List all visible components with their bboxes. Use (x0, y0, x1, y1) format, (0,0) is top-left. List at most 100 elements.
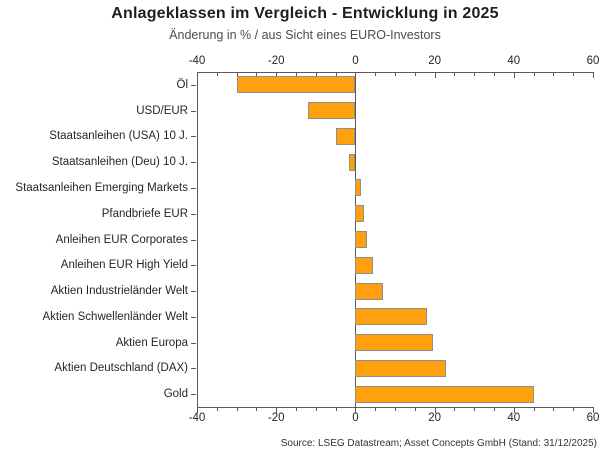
category-label: Aktien Schwellenländer Welt (42, 310, 188, 323)
x-tick (335, 408, 337, 411)
x-tick (296, 408, 297, 411)
y-tick (191, 136, 196, 138)
bar (335, 127, 356, 145)
category-label: Staatsanleihen (Deu) 10 J. (51, 156, 188, 169)
x-tick-label: 60 (586, 412, 600, 424)
x-tick (513, 73, 515, 78)
x-tick (414, 73, 416, 76)
x-tick-label: 40 (507, 55, 521, 67)
bar (236, 76, 356, 94)
x-tick-label: -40 (188, 55, 206, 67)
x-axis-bottom (197, 407, 594, 408)
x-tick (197, 73, 198, 78)
bar (355, 256, 374, 274)
bar (355, 334, 433, 352)
x-tick (573, 408, 575, 411)
y-tick (191, 84, 196, 86)
x-tick (315, 408, 317, 411)
category-label: Staatsanleihen Emerging Markets (15, 181, 188, 194)
x-tick (553, 73, 555, 76)
x-tick (414, 408, 416, 411)
x-tick (553, 408, 555, 411)
x-tick (474, 73, 476, 76)
bar (355, 282, 384, 300)
x-tick (355, 408, 357, 413)
y-tick (191, 394, 196, 396)
x-tick (236, 73, 238, 76)
x-tick (593, 408, 594, 413)
y-tick (191, 265, 196, 267)
x-tick-label: 40 (507, 412, 521, 424)
category-label: USD/EUR (136, 104, 188, 117)
x-tick (375, 73, 377, 76)
y-tick (191, 342, 196, 344)
x-tick (494, 73, 495, 76)
x-tick (335, 73, 337, 76)
bar (355, 359, 447, 377)
x-tick-label: 20 (428, 55, 441, 67)
source-note: Source: LSEG Datastream; Asset Concepts … (280, 438, 597, 449)
y-axis (197, 72, 198, 408)
bar (355, 308, 427, 326)
x-tick-label: 0 (352, 55, 359, 67)
x-tick (454, 73, 456, 76)
x-tick-label: 60 (586, 55, 600, 67)
category-label: Aktien Deutschland (DAX) (54, 362, 188, 375)
x-tick-label: -20 (267, 55, 285, 67)
x-tick (197, 408, 198, 413)
category-label: Aktien Europa (115, 336, 188, 349)
x-tick (434, 73, 436, 78)
x-tick (434, 408, 436, 413)
x-tick-label: -20 (267, 412, 285, 424)
x-tick (593, 73, 594, 78)
x-tick (513, 408, 515, 413)
x-tick (454, 408, 456, 411)
x-tick (474, 408, 476, 411)
category-label: Öl (176, 78, 189, 91)
x-tick (533, 73, 535, 76)
x-axis-top (197, 72, 594, 73)
bar (355, 231, 368, 248)
category-label: Staatsanleihen (USA) 10 J. (49, 130, 188, 143)
x-tick-label: 20 (428, 412, 441, 424)
y-tick (191, 110, 196, 112)
bar (355, 385, 534, 403)
x-tick (395, 408, 396, 411)
x-tick (236, 408, 238, 411)
bar (355, 205, 365, 223)
category-label: Anleihen EUR High Yield (60, 259, 188, 272)
y-tick (191, 187, 196, 189)
category-label: Aktien Industrieländer Welt (50, 285, 188, 298)
bar (355, 179, 361, 197)
bar (349, 153, 356, 171)
x-tick (533, 408, 535, 411)
x-tick (395, 73, 396, 76)
x-tick (355, 73, 357, 78)
y-tick (191, 368, 196, 370)
x-tick (256, 408, 258, 411)
y-tick (191, 291, 196, 293)
x-tick (256, 73, 258, 76)
x-tick (573, 73, 575, 76)
x-tick (375, 408, 377, 411)
x-tick (216, 408, 218, 411)
x-tick (276, 73, 278, 78)
y-tick (191, 316, 196, 318)
x-tick-label: -40 (188, 412, 206, 424)
x-tick (276, 408, 278, 413)
y-tick (191, 213, 196, 215)
x-tick (216, 73, 218, 76)
category-label: Pfandbriefe EUR (101, 207, 188, 220)
y-tick (191, 162, 196, 164)
chart-subtitle: Änderung in % / aus Sicht eines EURO-Inv… (169, 28, 441, 42)
category-label: Gold (163, 388, 188, 401)
x-tick-label: 0 (352, 412, 359, 424)
x-tick (315, 73, 317, 76)
category-label: Anleihen EUR Corporates (55, 233, 188, 246)
x-tick (494, 408, 495, 411)
bar (307, 102, 356, 120)
y-tick (191, 239, 196, 241)
x-tick (296, 73, 297, 76)
chart-title: Anlageklassen im Vergleich - Entwicklung… (111, 5, 499, 22)
